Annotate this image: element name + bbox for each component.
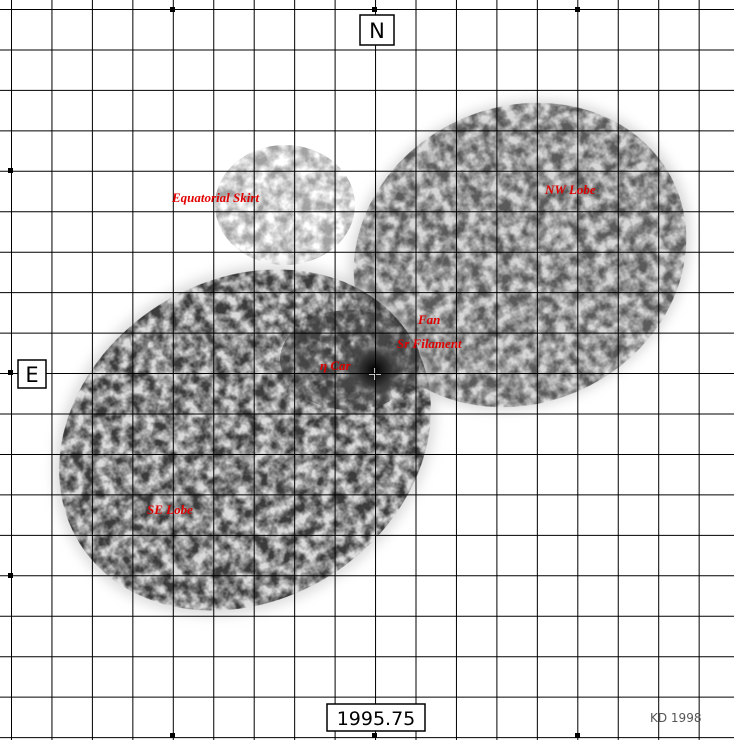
feature-label: NW Lobe: [544, 182, 596, 197]
credit: KD 1998: [650, 711, 701, 725]
east: E: [25, 363, 38, 387]
epoch-label: 1995.75: [327, 704, 425, 731]
north: N: [369, 19, 385, 43]
feature-label: η Car: [320, 358, 352, 373]
feature-label: Sr Filament: [397, 336, 462, 351]
feature-label: Fan: [417, 312, 440, 327]
feature-label: Equatorial Skirt: [171, 190, 259, 205]
nebula-image: N E 1995.75 KD 1998 Equatorial Skirt NW …: [0, 0, 734, 740]
feature-label: SE Lobe: [147, 502, 193, 517]
north-label: N: [360, 15, 394, 45]
east-label: E: [18, 360, 46, 388]
epoch: 1995.75: [337, 708, 416, 730]
